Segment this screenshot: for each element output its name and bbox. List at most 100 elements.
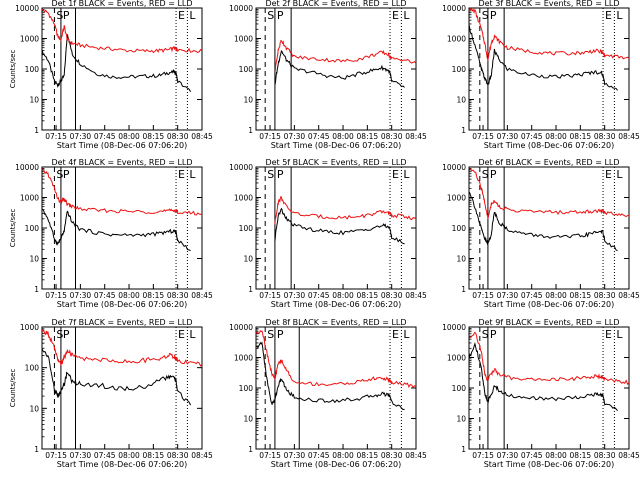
marker-label-s: S	[56, 9, 63, 22]
events-series-line	[41, 208, 191, 252]
marker-label-s: S	[267, 328, 274, 341]
x-tick-label: 07:30	[284, 291, 306, 300]
x-axis-label: Start Time (08-Dec-06 07:06:20)	[57, 460, 188, 469]
plot-frame	[41, 7, 203, 131]
marker-label-s: S	[482, 328, 489, 341]
x-tick-label: 08:30	[381, 132, 403, 141]
marker-label-e: E	[392, 9, 399, 22]
y-tick-label: 1	[461, 445, 466, 454]
lld-series-line	[469, 168, 630, 220]
chart-panel-9: Det 9f BLACK = Events, RED = LLD 1 10 100 10…	[442, 318, 640, 469]
x-tick-label: 07:15	[45, 291, 67, 300]
y-tick-label: 10000	[442, 323, 466, 332]
marker-label-e: E	[605, 9, 612, 22]
plot-frame	[255, 7, 417, 131]
events-series-line	[468, 25, 618, 91]
lld-series-line	[42, 168, 203, 216]
x-tick-label: 07:30	[70, 132, 92, 141]
y-tick-label: 10000	[442, 163, 466, 172]
x-tick-label: 08:15	[570, 291, 592, 300]
y-tick-label: 10000	[229, 323, 253, 332]
events-series-line	[274, 207, 405, 245]
marker-label-s: S	[56, 328, 63, 341]
x-axis-label: Start Time (08-Dec-06 07:06:20)	[484, 141, 615, 150]
y-axis-label: Counts/sec	[9, 50, 17, 89]
x-tick-label: 07:30	[284, 132, 306, 141]
chart-title: Det 9f BLACK = Events, RED = LLD	[478, 318, 619, 327]
y-tick-label: 10	[456, 96, 466, 105]
x-tick-label: 08:00	[545, 132, 567, 141]
x-tick-label: 08:00	[118, 132, 140, 141]
marker-label-e: E	[392, 168, 399, 181]
x-tick-label: 07:30	[284, 451, 306, 460]
events-series-line	[255, 341, 405, 411]
lld-series-line	[274, 195, 417, 225]
y-tick-label: 1000	[20, 194, 39, 203]
x-tick-label: 08:45	[618, 451, 640, 460]
y-tick-label: 100	[452, 384, 467, 393]
marker-label-e: E	[392, 328, 399, 341]
x-tick-label: 08:15	[143, 132, 165, 141]
x-tick-label: 07:30	[70, 451, 92, 460]
x-tick-label: 07:45	[94, 451, 116, 460]
y-tick-label: 1	[461, 126, 466, 135]
x-tick-label: 08:45	[618, 291, 640, 300]
y-tick-label: 1000	[234, 354, 253, 363]
chart-title: Det 7f BLACK = Events, RED = LLD	[51, 318, 192, 327]
marker-label-p: P	[277, 9, 284, 22]
chart-title: Det 6f BLACK = Events, RED = LLD	[478, 158, 619, 167]
marker-label-p: P	[63, 168, 70, 181]
x-tick-label: 08:15	[357, 451, 379, 460]
marker-label-e: E	[605, 328, 612, 341]
x-tick-label: 07:30	[497, 291, 519, 300]
x-tick-label: 08:00	[118, 451, 140, 460]
x-tick-label: 08:15	[143, 291, 165, 300]
x-tick-label: 08:15	[570, 451, 592, 460]
marker-label-l: L	[403, 9, 410, 22]
x-tick-label: 07:15	[259, 132, 281, 141]
x-tick-label: 07:45	[94, 132, 116, 141]
y-tick-label: 1	[461, 285, 466, 294]
marker-label-s: S	[482, 9, 489, 22]
x-axis-label: Start Time (08-Dec-06 07:06:20)	[271, 300, 402, 309]
plot-frame	[255, 166, 417, 290]
chart-panel-5: Det 5f BLACK = Events, RED = LLD 1 10 100 10…	[229, 158, 427, 309]
y-tick-label: 10	[29, 96, 39, 105]
marker-label-p: P	[277, 168, 284, 181]
chart-panel-7: Det 7f BLACK = Events, RED = LLD 1 10 100 10…	[9, 318, 213, 469]
chart-panel-8: Det 8f BLACK = Events, RED = LLD 1 10 100 10…	[229, 318, 427, 469]
x-axis-label: Start Time (08-Dec-06 07:06:20)	[57, 141, 188, 150]
x-tick-label: 08:30	[594, 291, 616, 300]
x-tick-label: 08:45	[405, 132, 427, 141]
marker-label-s: S	[56, 168, 63, 181]
x-tick-label: 07:15	[472, 451, 494, 460]
y-tick-label: 10000	[15, 4, 39, 13]
y-tick-label: 10	[456, 255, 466, 264]
y-tick-label: 100	[25, 65, 40, 74]
y-tick-label: 10	[243, 96, 253, 105]
marker-label-l: L	[616, 168, 623, 181]
x-tick-label: 07:15	[259, 451, 281, 460]
x-tick-label: 07:45	[94, 291, 116, 300]
marker-label-e: E	[178, 168, 185, 181]
y-tick-label: 10000	[442, 4, 466, 13]
y-tick-label: 10000	[229, 4, 253, 13]
x-axis-label: Start Time (08-Dec-06 07:06:20)	[484, 300, 615, 309]
x-tick-label: 08:15	[570, 132, 592, 141]
x-axis-label: Start Time (08-Dec-06 07:06:20)	[484, 460, 615, 469]
chart-title: Det 1f BLACK = Events, RED = LLD	[51, 0, 192, 8]
marker-label-p: P	[63, 9, 70, 22]
x-tick-label: 08:15	[357, 291, 379, 300]
plot-frame	[468, 7, 630, 131]
marker-label-s: S	[267, 9, 274, 22]
x-tick-label: 08:00	[118, 291, 140, 300]
y-tick-label: 10	[29, 404, 39, 413]
y-tick-label: 1	[248, 445, 253, 454]
chart-panel-6: Det 6f BLACK = Events, RED = LLD 1 10 100 10…	[442, 158, 640, 309]
y-tick-label: 10	[243, 415, 253, 424]
x-tick-label: 07:15	[45, 451, 67, 460]
x-tick-label: 08:30	[381, 451, 403, 460]
marker-label-p: P	[490, 9, 497, 22]
